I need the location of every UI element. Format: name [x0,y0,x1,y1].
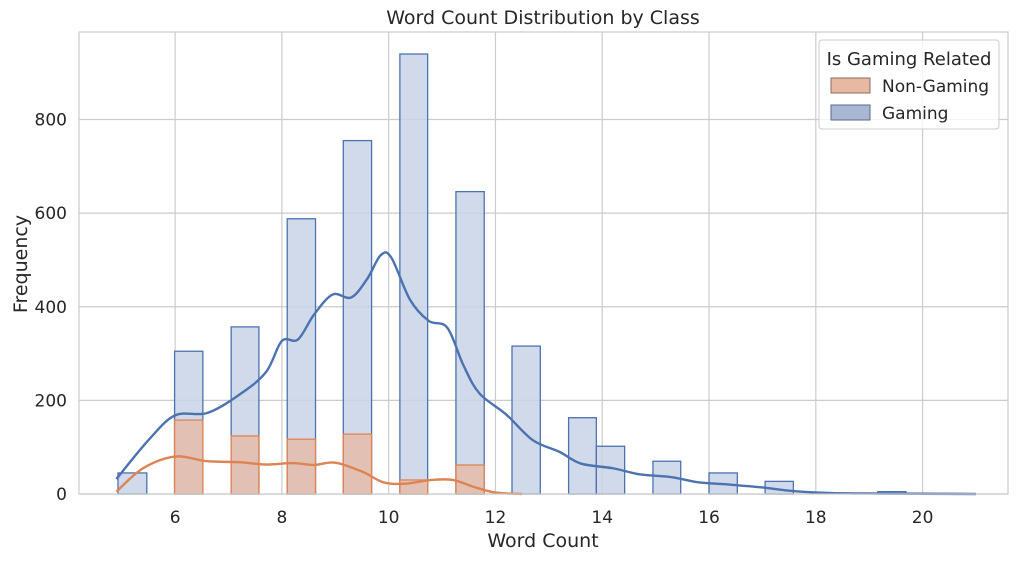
kde-lines [115,251,976,496]
x-tick-label: 10 [378,508,400,528]
y-tick-label: 800 [35,111,67,131]
legend-title: Is Gaming Related [827,49,992,70]
gaming-kde-line [115,251,976,496]
non-gaming-bar [342,433,373,495]
x-tick-labels: 6 8 10 12 14 16 18 20 [170,508,934,528]
legend: Is Gaming Related Non-Gaming Gaming [818,39,1000,130]
non-gaming-kde-line [115,455,523,496]
x-tick-label: 8 [276,508,287,528]
legend-label-gaming: Gaming [882,104,948,124]
gaming-bar [511,345,541,495]
y-tick-labels: 0 200 400 600 800 [35,111,67,505]
x-tick-label: 12 [485,508,507,528]
gaming-bar [455,190,485,495]
y-tick-label: 400 [35,298,67,318]
x-axis-label: Word Count [487,530,598,552]
plot-frame [78,31,1009,495]
legend-swatch-gaming [830,104,871,121]
y-tick-label: 600 [35,204,67,224]
y-axis-label: Frequency [10,215,32,313]
x-tick-label: 20 [912,508,934,528]
non-gaming-bar [286,438,317,495]
x-tick-label: 18 [805,508,827,528]
non-gaming-bar [230,435,260,495]
x-tick-label: 14 [591,508,613,528]
x-tick-label: 16 [698,508,720,528]
gaming-bar [567,417,598,495]
legend-swatch-non-gaming [830,77,871,94]
gaming-bar [399,53,429,495]
y-tick-label: 200 [35,391,67,411]
y-tick-label: 0 [56,485,67,505]
legend-label-non-gaming: Non-Gaming [882,77,989,97]
chart-title: Word Count Distribution by Class [386,7,700,29]
x-tick-label: 6 [170,508,181,528]
